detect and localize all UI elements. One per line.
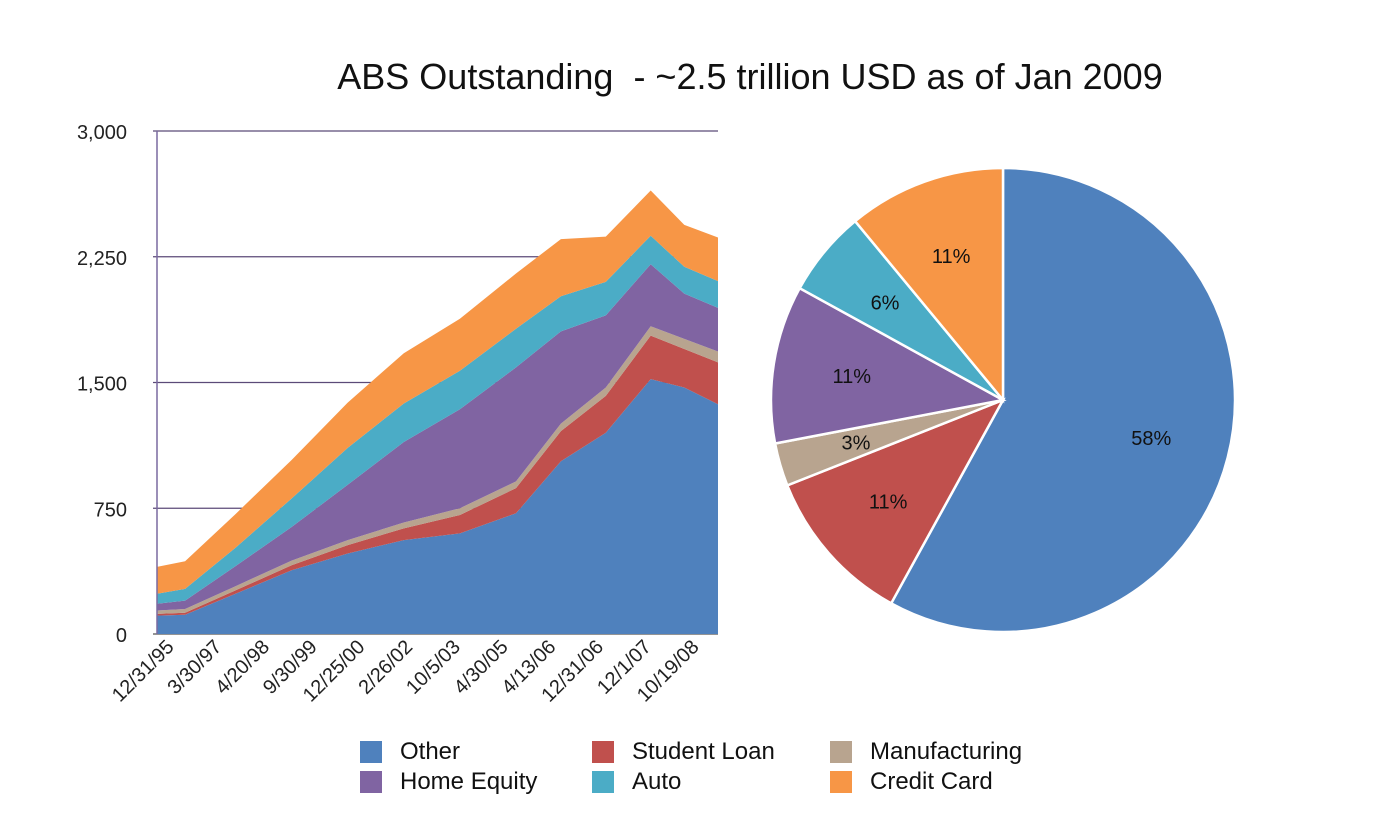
legend-label: Other [400,738,461,765]
pie-label-home-equity: 11% [832,366,871,388]
area-series-credit-card [157,190,718,594]
y-tick-label: 750 [94,499,127,521]
pie-slice-student-loan [785,397,1006,605]
legend-item-manufacturing: Manufacturing [830,738,1022,766]
pie-label-other: 58% [1131,428,1171,450]
pie-label-credit-card: 11% [932,246,971,268]
chart-title: ABS Outstanding - ~2.5 trillion USD as o… [337,56,1163,97]
legend-item-home-equity: Home Equity [360,768,537,796]
legend-item-auto: Auto [592,768,681,796]
legend: Other Student Loan Manufacturing Home Equit… [360,738,1080,802]
area-series-auto [157,235,718,604]
legend-swatch [592,771,614,793]
y-tick-label: 0 [116,625,127,647]
legend-label: Credit Card [870,768,993,795]
legend-swatch [830,741,852,763]
legend-item-other: Other [360,738,460,766]
pie-slice-credit-card [853,166,1005,404]
legend-swatch [830,771,852,793]
legend-swatch [360,741,382,763]
legend-label: Manufacturing [870,738,1023,765]
y-tick-label: 1,500 [77,374,127,396]
stacked-area-chart: 07501,5002,2503,00012/31/953/30/974/20/9… [77,122,718,707]
legend-item-student-loan: Student Loan [592,738,775,766]
legend-label: Auto [632,768,682,795]
legend-item-credit-card: Credit Card [830,768,993,796]
legend-swatch [360,771,382,793]
pie-slice-other [889,166,1237,634]
legend-label: Student Loan [632,738,775,765]
area-series-home-equity [157,264,718,611]
pie-label-manufacturing: 3% [842,433,871,455]
y-tick-label: 3,000 [77,122,127,144]
pie-label-auto: 6% [871,292,900,314]
pie-slice-home-equity [769,286,1007,445]
legend-label: Home Equity [400,768,538,795]
legend-swatch [592,741,614,763]
area-series-student-loan [157,335,718,616]
pie-label-student-loan: 11% [869,491,908,513]
y-tick-label: 2,250 [77,248,127,270]
pie-chart: 58% 11% 3% 11% 6% 11% [769,166,1237,634]
area-series-other [157,379,718,634]
